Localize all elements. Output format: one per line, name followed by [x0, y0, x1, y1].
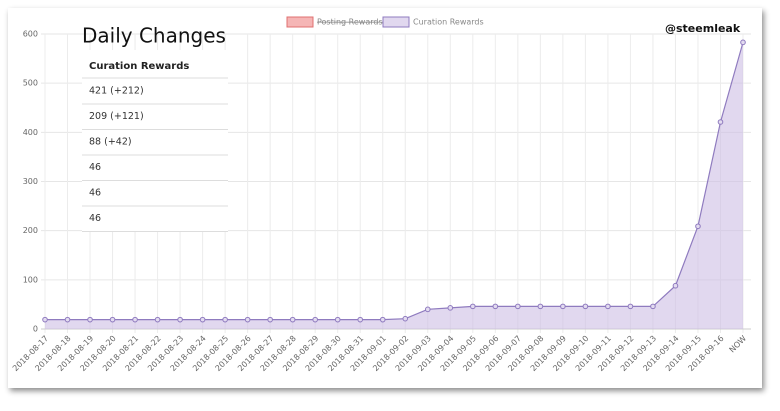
point: [560, 303, 566, 310]
point: [717, 119, 724, 125]
legend-label: Curation Rewards: [413, 18, 484, 27]
line: [45, 42, 744, 321]
point: [109, 316, 116, 323]
point: [695, 223, 701, 230]
y-tick-label: 0: [33, 325, 38, 334]
point: [222, 316, 228, 323]
point: [627, 303, 634, 310]
table-cell: 46: [89, 162, 101, 173]
legend-swatch: [382, 16, 410, 28]
point: [424, 306, 431, 313]
table-cell: 46: [89, 188, 101, 199]
overlay-title: Daily Changes: [82, 24, 226, 48]
table-cell: 88 (+42): [89, 137, 132, 148]
point: [515, 303, 521, 310]
point: [672, 282, 679, 289]
table-cell: 421 (+212): [89, 86, 144, 97]
point: [199, 316, 206, 323]
y-tick-label: 500: [23, 79, 38, 88]
point: [42, 316, 48, 323]
point: [64, 316, 71, 323]
point: [289, 316, 296, 323]
y-tick-label: 200: [23, 226, 38, 235]
table-cell: 209 (+121): [89, 111, 144, 122]
point: [582, 303, 589, 310]
point: [87, 316, 93, 323]
point: [379, 316, 386, 323]
point: [740, 39, 746, 46]
y-tick-label: 600: [23, 30, 38, 39]
point: [447, 305, 454, 311]
point: [537, 303, 544, 310]
point: [177, 316, 183, 323]
y-tick-label: 300: [23, 177, 38, 186]
point: [357, 316, 364, 323]
point: [312, 316, 318, 323]
watermark: @steemleak: [665, 22, 741, 35]
point: [132, 316, 138, 323]
point: [605, 303, 611, 310]
table-cell: 46: [89, 213, 101, 224]
legend-label: Posting Rewards: [317, 18, 383, 27]
y-tick-label: 100: [23, 275, 38, 284]
point: [402, 315, 409, 322]
area: [45, 42, 743, 329]
point: [267, 316, 273, 323]
point: [334, 316, 341, 323]
point: [492, 303, 499, 310]
table-header: Curation Rewards: [89, 61, 189, 72]
table-bg: [82, 50, 228, 232]
point: [154, 316, 161, 323]
legend-swatch: [286, 16, 314, 28]
y-tick-label: 400: [23, 128, 38, 137]
point: [470, 303, 476, 310]
point: [244, 316, 251, 323]
point: [650, 303, 656, 310]
